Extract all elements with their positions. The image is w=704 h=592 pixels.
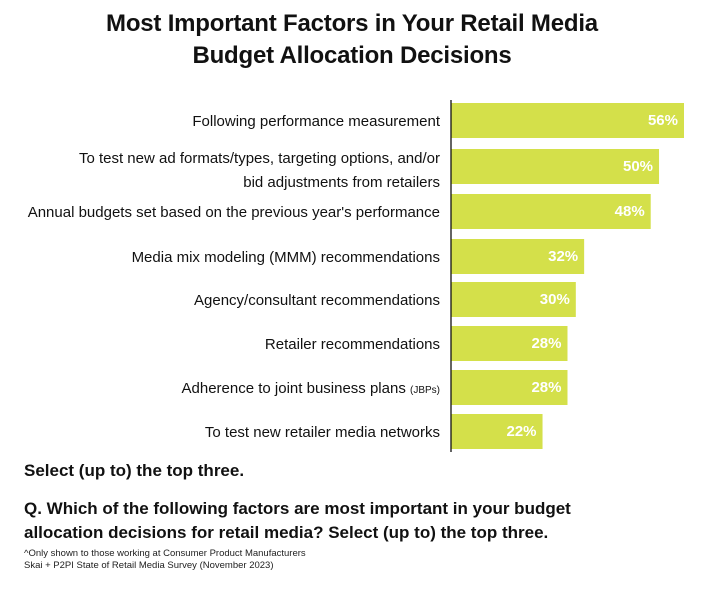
bar-5 xyxy=(451,282,576,317)
value-label-6: 28% xyxy=(531,335,561,352)
value-label-1: 56% xyxy=(648,112,678,129)
value-label-7: 28% xyxy=(531,379,561,396)
value-label-4: 32% xyxy=(548,248,578,265)
footnote-line-1: ^Only shown to those working at Consumer… xyxy=(24,548,306,559)
category-label-4: Media mix modeling (MMM) recommendations xyxy=(132,249,440,266)
survey-question: Q. Which of the following factors are mo… xyxy=(24,497,684,545)
bar-6 xyxy=(451,326,568,361)
category-label-8: To test new retailer media networks xyxy=(205,424,440,441)
value-label-2: 50% xyxy=(623,158,653,175)
bar-7 xyxy=(451,370,568,405)
category-label-2-line-2: bid adjustments from retailers xyxy=(243,174,440,191)
category-label-7: Adherence to joint business plans (JBPs) xyxy=(182,380,440,397)
category-label-6: Retailer recommendations xyxy=(265,336,440,353)
footnote-source: Skai + P2PI State of Retail Media Survey… xyxy=(24,560,274,571)
value-label-5: 30% xyxy=(540,291,570,308)
value-label-8: 22% xyxy=(507,423,537,440)
bar-8 xyxy=(451,414,543,449)
select-note: Select (up to) the top three. xyxy=(24,461,245,480)
bar-4 xyxy=(451,239,585,274)
survey-question-line-2: allocation decisions for retail media? S… xyxy=(24,523,549,542)
footnote: ^Only shown to those working at Consumer… xyxy=(24,548,306,572)
category-label-1: Following performance measurement xyxy=(192,113,440,130)
bar-2 xyxy=(451,149,660,184)
chart-title: Most Important Factors in Your Retail Me… xyxy=(0,8,704,72)
bar-3 xyxy=(451,194,651,229)
category-label-5: Agency/consultant recommendations xyxy=(194,292,440,309)
category-label-3: Annual budgets set based on the previous… xyxy=(28,204,440,221)
survey-question-line-1: Q. Which of the following factors are mo… xyxy=(24,499,571,518)
chart-title-line-1: Most Important Factors in Your Retail Me… xyxy=(106,10,598,37)
chart-title-line-2: Budget Allocation Decisions xyxy=(192,42,512,69)
bar-1 xyxy=(451,103,684,138)
category-label-2-line-1: To test new ad formats/types, targeting … xyxy=(79,150,440,167)
value-label-3: 48% xyxy=(615,203,645,220)
